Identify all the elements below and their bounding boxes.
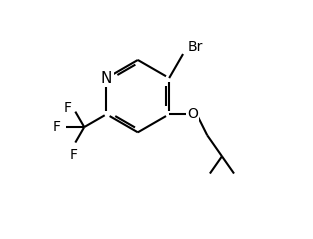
Text: F: F xyxy=(53,120,61,134)
Text: N: N xyxy=(101,71,112,86)
Text: O: O xyxy=(187,107,198,121)
Text: F: F xyxy=(70,148,78,162)
Text: Br: Br xyxy=(188,40,203,54)
Text: F: F xyxy=(64,101,71,115)
